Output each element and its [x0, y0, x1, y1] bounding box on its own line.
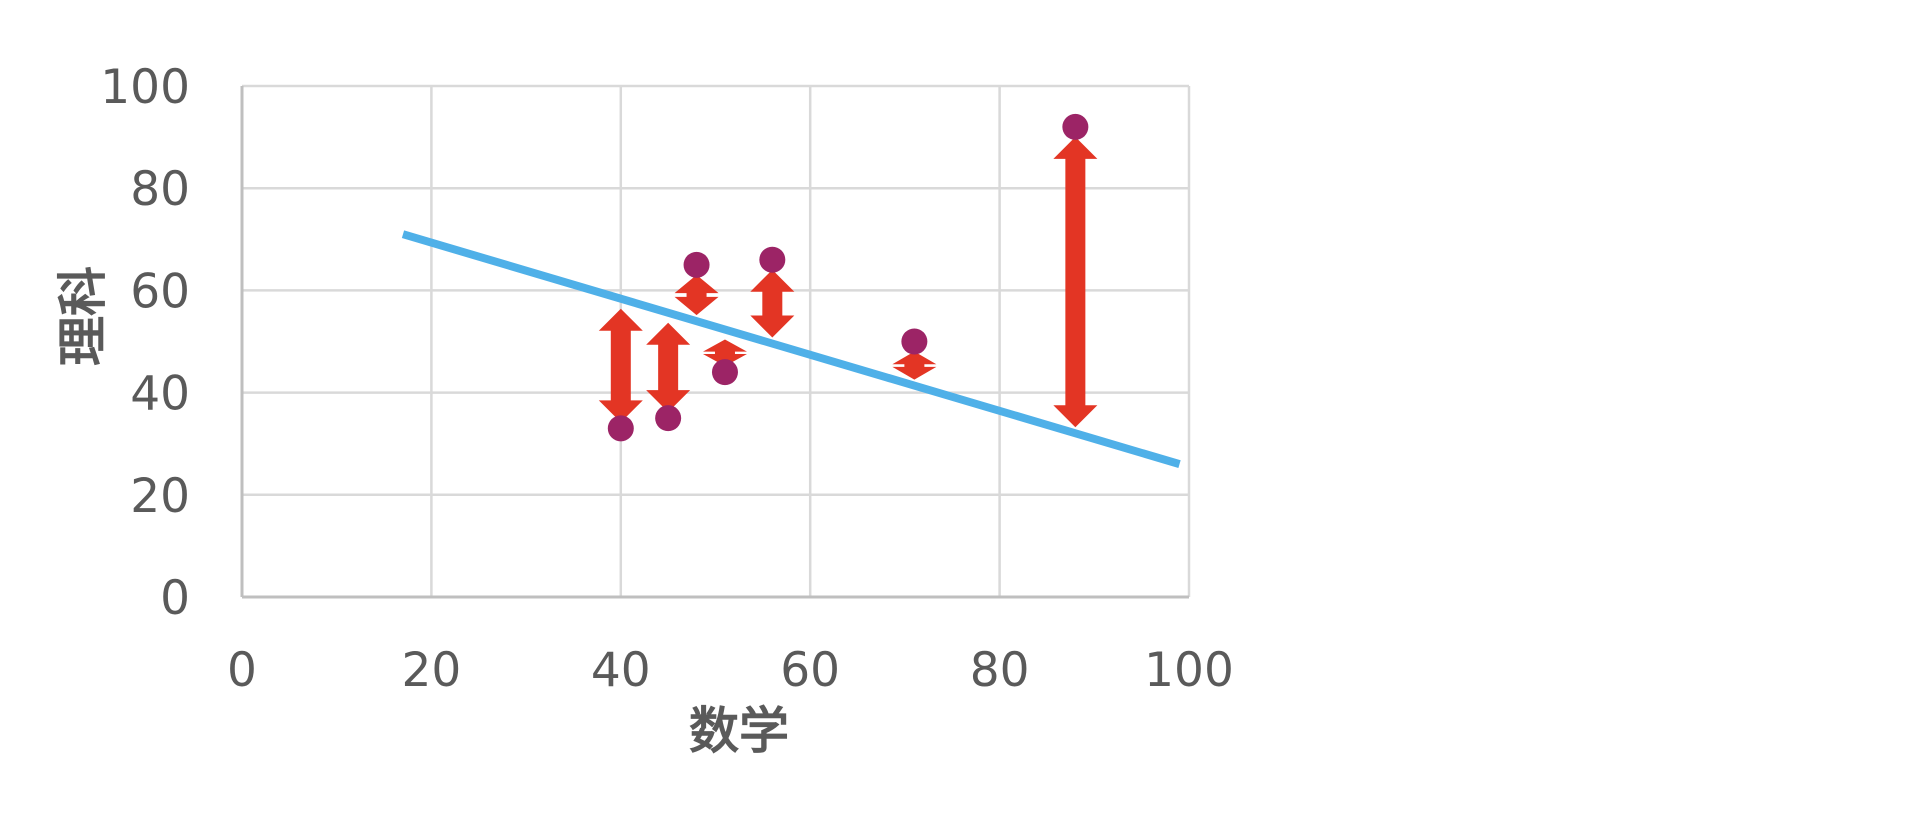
residual-arrow: [674, 274, 719, 316]
data-point: [655, 405, 682, 432]
data-point: [683, 251, 710, 278]
data-point: [759, 246, 786, 273]
data-point: [1062, 113, 1089, 140]
residual-arrow: [892, 351, 937, 380]
x-tick-label: 100: [1144, 643, 1234, 698]
data-point: [901, 328, 928, 355]
y-tick-label: 80: [130, 162, 190, 217]
x-tick-label: 0: [227, 643, 257, 698]
grid-lines: [242, 84, 1191, 597]
y-tick-label: 0: [160, 571, 190, 626]
residual-arrow: [598, 308, 643, 423]
residual-arrow: [1053, 136, 1098, 428]
y-axis-title: 理科: [54, 266, 112, 366]
x-axis-title: 数学: [689, 702, 789, 760]
x-tick-label: 20: [401, 643, 461, 698]
residual-arrow: [750, 269, 795, 338]
regression-line-group: [401, 230, 1181, 468]
residual-arrows: [598, 136, 1098, 428]
data-points: [607, 113, 1089, 442]
x-tick-label: 40: [591, 643, 651, 698]
residual-arrow: [702, 339, 747, 367]
y-tick-label: 40: [130, 367, 190, 422]
regression-line: [401, 230, 1181, 468]
data-point: [711, 359, 738, 386]
y-tick-label: 20: [130, 469, 190, 524]
y-tick-label: 100: [100, 60, 190, 115]
x-tick-label: 60: [780, 643, 840, 698]
y-tick-label: 60: [130, 264, 190, 319]
x-tick-label: 80: [970, 643, 1030, 698]
axes: [240, 86, 1189, 599]
residual-arrow: [646, 322, 691, 413]
tick-labels: 0 20 40 60 80 100 0 20 40 60 80 100: [100, 60, 1234, 698]
data-point: [607, 415, 634, 442]
